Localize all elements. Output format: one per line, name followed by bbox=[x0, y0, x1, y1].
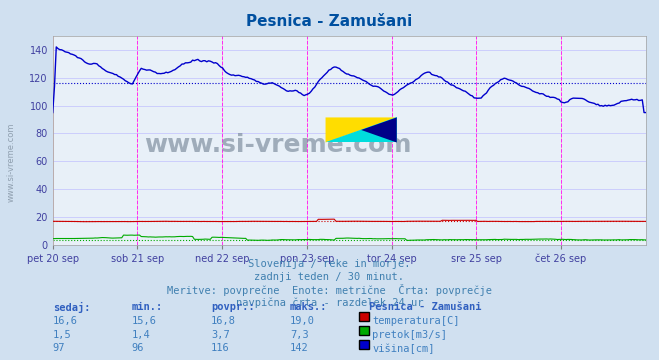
Text: 97: 97 bbox=[53, 343, 65, 354]
Text: Pesnica - Zamušani: Pesnica - Zamušani bbox=[369, 302, 482, 312]
Text: 116: 116 bbox=[211, 343, 229, 354]
Text: www.si-vreme.com: www.si-vreme.com bbox=[144, 132, 412, 157]
Text: 15,6: 15,6 bbox=[132, 316, 157, 326]
Text: sedaj:: sedaj: bbox=[53, 302, 90, 314]
Text: 1,5: 1,5 bbox=[53, 330, 71, 340]
Text: temperatura[C]: temperatura[C] bbox=[372, 316, 460, 326]
Text: pretok[m3/s]: pretok[m3/s] bbox=[372, 330, 447, 340]
Text: 16,8: 16,8 bbox=[211, 316, 236, 326]
Text: 16,6: 16,6 bbox=[53, 316, 78, 326]
Text: navpična črta - razdelek 24 ur: navpična črta - razdelek 24 ur bbox=[236, 297, 423, 307]
Text: Meritve: povprečne  Enote: metrične  Črta: povprečje: Meritve: povprečne Enote: metrične Črta:… bbox=[167, 284, 492, 296]
Text: 96: 96 bbox=[132, 343, 144, 354]
Text: www.si-vreme.com: www.si-vreme.com bbox=[7, 122, 16, 202]
Polygon shape bbox=[361, 117, 397, 143]
Text: min.:: min.: bbox=[132, 302, 163, 312]
Text: 1,4: 1,4 bbox=[132, 330, 150, 340]
Text: 3,7: 3,7 bbox=[211, 330, 229, 340]
Text: maks.:: maks.: bbox=[290, 302, 328, 312]
Text: 19,0: 19,0 bbox=[290, 316, 315, 326]
Text: zadnji teden / 30 minut.: zadnji teden / 30 minut. bbox=[254, 272, 405, 282]
Text: 142: 142 bbox=[290, 343, 308, 354]
Polygon shape bbox=[326, 117, 397, 143]
Text: Slovenija / reke in morje.: Slovenija / reke in morje. bbox=[248, 259, 411, 269]
Text: 7,3: 7,3 bbox=[290, 330, 308, 340]
Text: višina[cm]: višina[cm] bbox=[372, 343, 435, 354]
Polygon shape bbox=[326, 117, 397, 143]
Text: Pesnica - Zamušani: Pesnica - Zamušani bbox=[246, 14, 413, 30]
Text: povpr.:: povpr.: bbox=[211, 302, 254, 312]
